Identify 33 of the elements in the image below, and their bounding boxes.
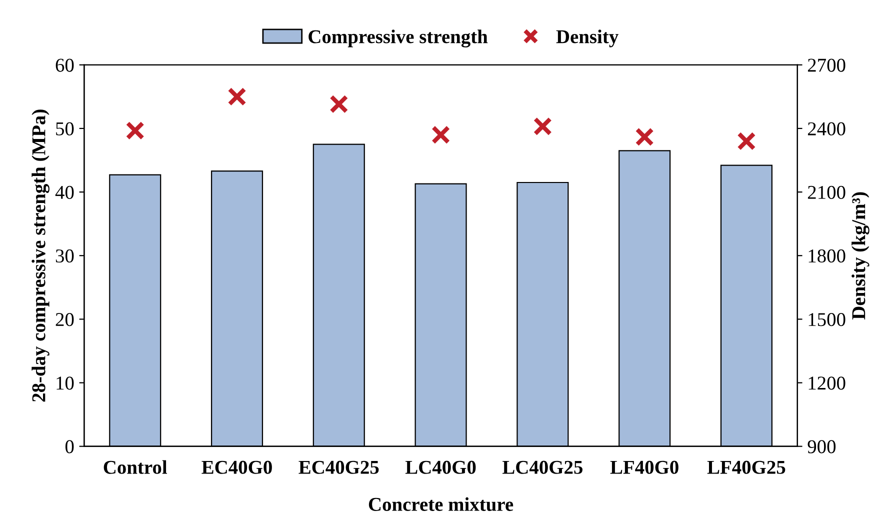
point xyxy=(431,125,450,144)
y2-axis-title: Density (kg/m³) xyxy=(852,192,870,320)
x-axis-title: Concrete mixture xyxy=(368,497,514,512)
x-tick-label: LC40G25 xyxy=(502,460,582,474)
y2-tick-label: 2700 xyxy=(808,58,846,72)
y-tick-label: 0 xyxy=(65,440,74,454)
y2-tick-label: 2400 xyxy=(808,122,846,136)
y2-tick-label: 1500 xyxy=(808,313,846,326)
y-tick-label: 40 xyxy=(55,186,74,199)
point xyxy=(330,94,348,114)
y-tick-label: 50 xyxy=(56,122,74,136)
legend-label: Compressive strength xyxy=(308,30,488,48)
y2-tick-label: 1800 xyxy=(808,249,846,263)
y-tick-label: 10 xyxy=(56,376,74,390)
y-tick-label: 30 xyxy=(56,249,74,263)
x-tick-label: EC40G0 xyxy=(202,460,272,474)
x-tick-label: LF40G25 xyxy=(707,460,786,474)
y-tick-label: 60 xyxy=(56,58,74,72)
point xyxy=(533,116,552,136)
y2-tick-label: 900 xyxy=(808,440,836,454)
y-axis-title: 28-day compressive strength (MPa) xyxy=(32,110,50,402)
x-tick-label: LF40G0 xyxy=(610,460,678,474)
x-tick-label: LC40G0 xyxy=(405,460,476,474)
point xyxy=(126,121,144,140)
y-tick-label: 20 xyxy=(56,313,74,326)
point xyxy=(737,132,756,151)
legend-label: Density xyxy=(556,30,618,48)
point xyxy=(635,128,654,146)
y2-tick-label: 1200 xyxy=(808,376,846,390)
x-tick-label: Control xyxy=(104,460,168,474)
point xyxy=(228,87,246,106)
y2-tick-label: 2100 xyxy=(808,186,846,199)
x-tick-label: EC40G25 xyxy=(298,460,379,474)
